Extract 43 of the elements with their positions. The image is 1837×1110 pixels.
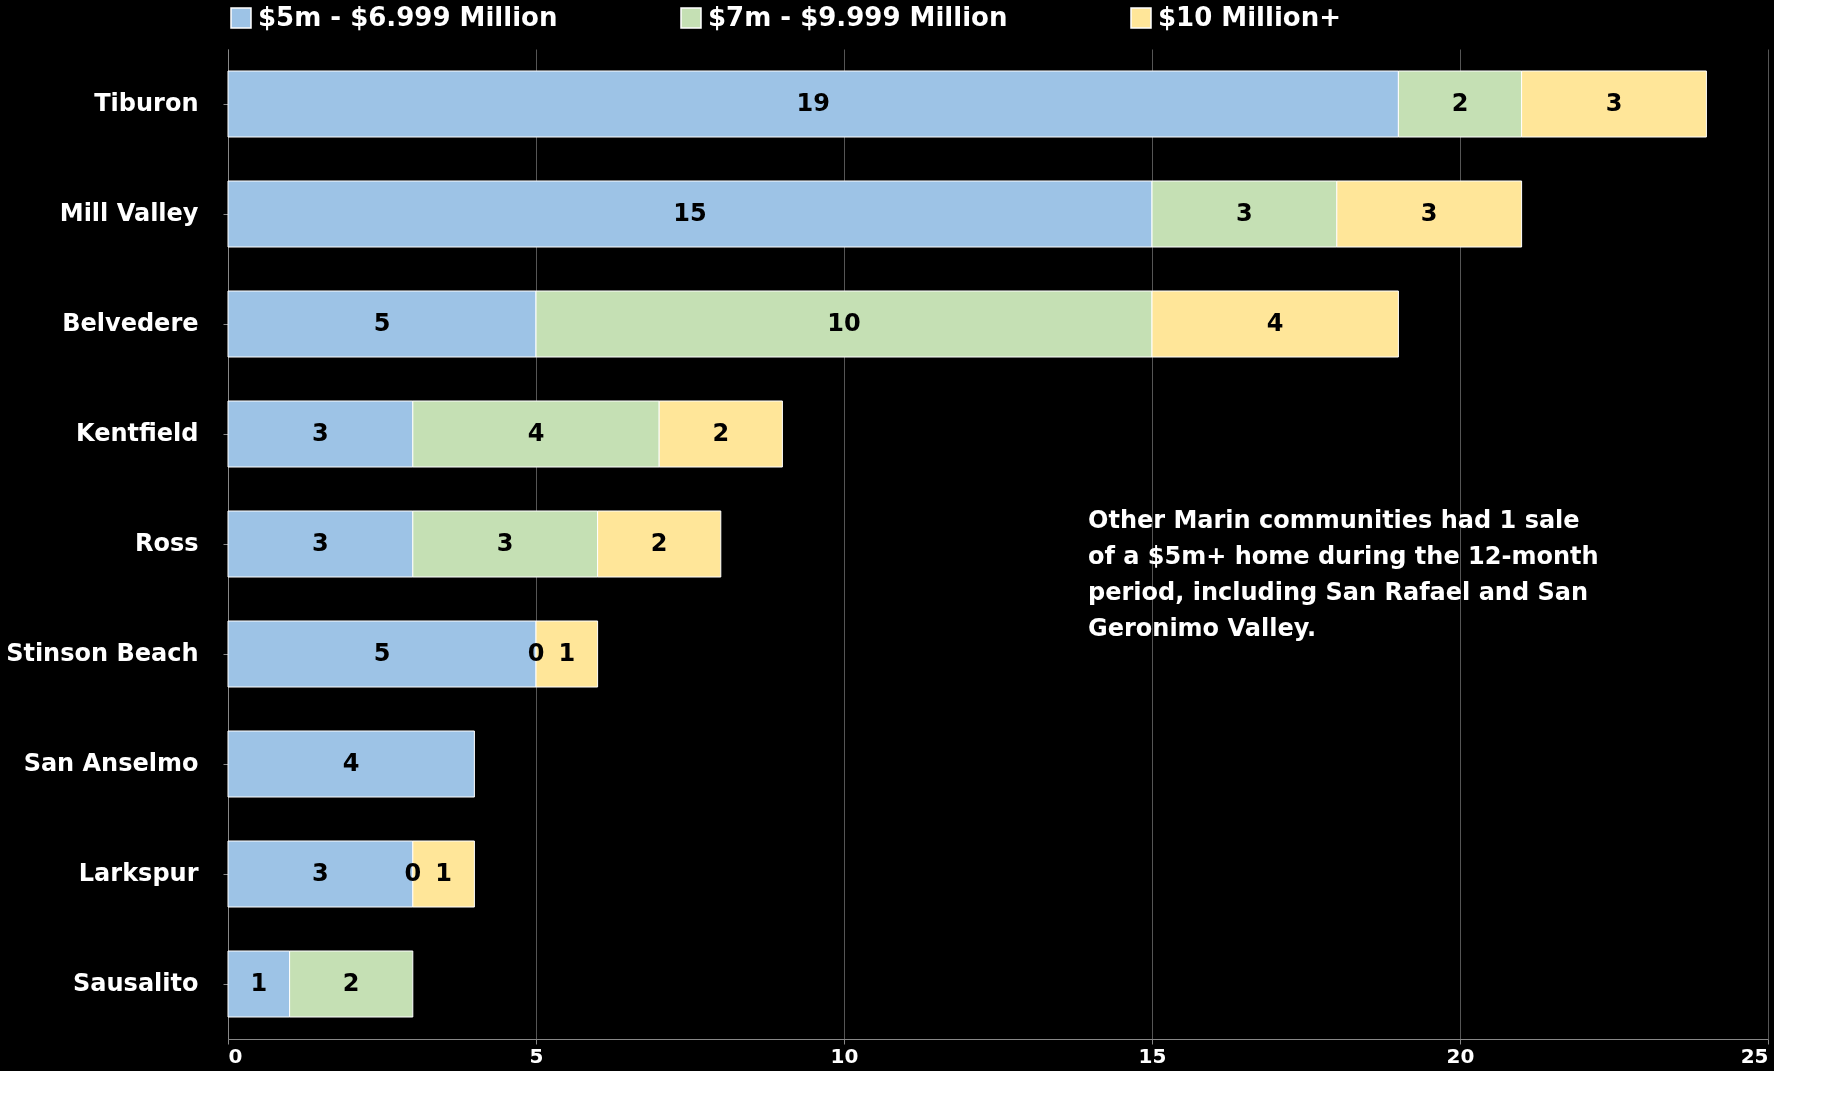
y-tick-label: Kentfield (76, 419, 199, 447)
data-label: 5 (373, 309, 391, 337)
y-tick-label: Mill Valley (59, 199, 199, 227)
x-tick-label: 25 (1740, 1043, 1769, 1068)
y-tick-label: San Anselmo (23, 749, 199, 777)
legend-label: $10 Million+ (1158, 2, 1342, 32)
x-tick-label: 15 (1138, 1043, 1167, 1068)
data-label: 2 (650, 529, 668, 557)
data-label: 3 (312, 529, 329, 557)
y-tick-label: Stinson Beach (6, 639, 199, 667)
y-tick-label: Belvedere (62, 309, 199, 337)
data-label: 5 (373, 639, 391, 667)
y-tick-label: Sausalito (73, 969, 199, 997)
data-label: 19 (796, 89, 830, 117)
data-label: 3 (1236, 199, 1253, 227)
data-label: 2 (712, 419, 730, 447)
x-tick-label: 10 (830, 1043, 859, 1068)
y-tick-label: Tiburon (94, 89, 199, 117)
x-tick-label: 5 (529, 1043, 544, 1068)
data-label: 15 (673, 199, 707, 227)
data-label: 3 (1420, 199, 1438, 227)
y-tick-label: Ross (134, 529, 199, 557)
data-label: 1 (435, 859, 452, 887)
data-label: 2 (1451, 89, 1469, 117)
data-label: 4 (527, 419, 545, 447)
legend-label: $7m - $9.999 Million (708, 2, 1008, 32)
data-label: 3 (312, 419, 329, 447)
x-tick-label: 0 (228, 1043, 243, 1068)
data-label: 10 (827, 309, 861, 337)
data-label: 2 (342, 969, 360, 997)
data-label: 1 (558, 639, 576, 667)
x-tick-label: 20 (1446, 1043, 1475, 1068)
data-label: 4 (342, 749, 360, 777)
data-label: 3 (312, 859, 329, 887)
y-tick-label: Larkspur (78, 859, 199, 887)
data-label: 0 (527, 639, 545, 667)
data-label: 0 (404, 859, 422, 887)
data-label: 3 (1605, 89, 1623, 117)
annotation: Other Marin communities had 1 sale of a $5m+ home during the 12-month period, including San Rafael and San Geronimo Valley. (1088, 506, 1599, 642)
data-label: 3 (496, 529, 514, 557)
data-label: 4 (1266, 309, 1284, 337)
legend-label: $5m - $6.999 Million (258, 2, 558, 32)
data-label: 1 (250, 969, 268, 997)
